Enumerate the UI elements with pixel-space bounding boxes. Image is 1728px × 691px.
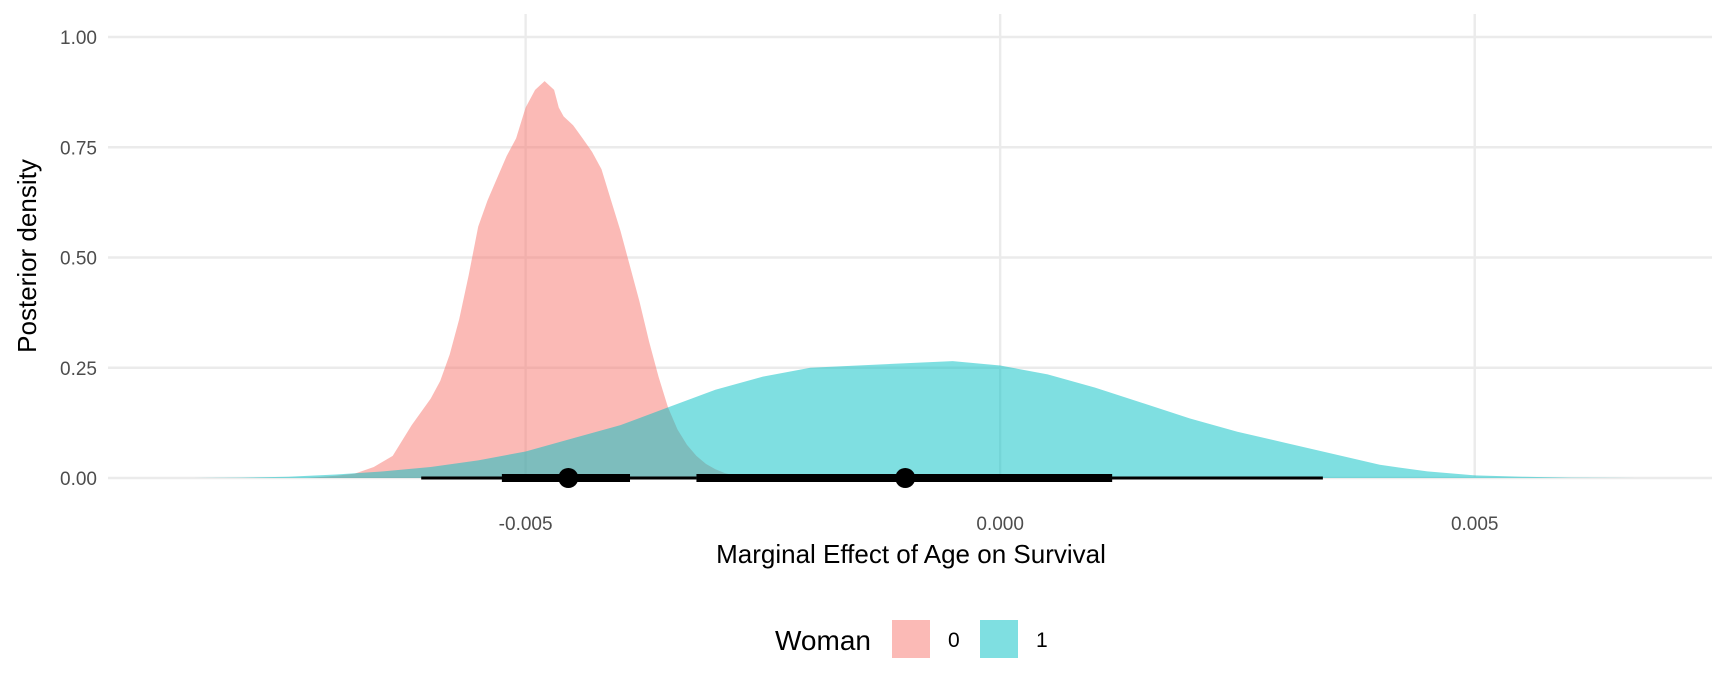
legend: Woman 0 1 <box>775 620 1048 658</box>
legend-title: Woman <box>775 625 871 656</box>
y-tick-label-2: 0.50 <box>60 249 97 270</box>
x-tick-label-2: 0.005 <box>1451 514 1499 535</box>
tick-labels: 0.00 0.25 0.50 0.75 1.00 -0.005 0.000 0.005 <box>60 28 1498 535</box>
y-tick-label-1: 0.25 <box>60 359 97 380</box>
legend-label-0: 0 <box>948 629 960 652</box>
x-tick-label-0: -0.005 <box>499 514 553 535</box>
x-tick-label-1: 0.000 <box>976 514 1024 535</box>
density-area-0 <box>307 81 782 478</box>
y-axis-title: Posterior density <box>12 159 42 353</box>
density-area-1 <box>193 361 1637 478</box>
interval-point-1 <box>895 468 916 488</box>
y-tick-label-4: 1.00 <box>60 28 97 49</box>
credible-intervals <box>421 468 1323 488</box>
legend-swatch-1 <box>980 620 1018 658</box>
x-axis-title: Marginal Effect of Age on Survival <box>716 539 1106 569</box>
interval-point-0 <box>558 468 579 488</box>
y-tick-label-3: 0.75 <box>60 138 97 159</box>
density-areas <box>193 81 1637 478</box>
y-tick-label-0: 0.00 <box>60 469 97 490</box>
legend-swatch-0 <box>892 620 930 658</box>
legend-label-1: 1 <box>1036 629 1048 652</box>
